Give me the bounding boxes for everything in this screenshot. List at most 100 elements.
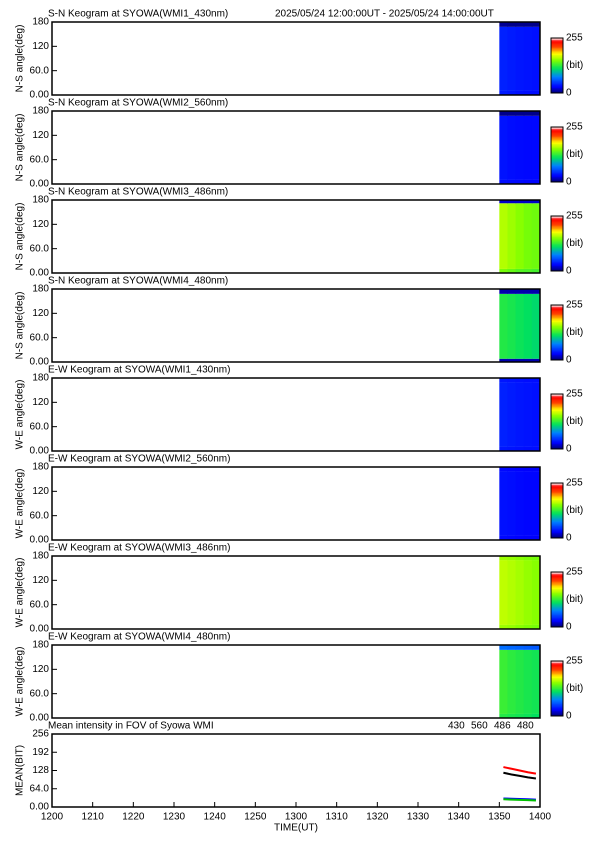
keogram-cell (507, 471, 517, 536)
colorbar-step (551, 678, 563, 681)
colorbar-step (551, 135, 563, 138)
colorbar-step (551, 532, 563, 535)
keogram-cell (515, 446, 525, 451)
colorbar-step (551, 240, 563, 243)
colorbar-step (551, 264, 563, 266)
colorbar-step (551, 616, 563, 618)
y-tick-label: 120 (32, 575, 49, 586)
keogram-cell (515, 560, 525, 625)
colorbar-step (551, 340, 563, 343)
keogram-cell (515, 26, 525, 91)
keogram-cell (515, 378, 525, 383)
colorbar-step (551, 42, 563, 44)
colorbar-step (551, 407, 563, 410)
y-tick-label: 60.0 (30, 243, 50, 254)
keogram-cell (531, 382, 541, 447)
colorbar-step (551, 674, 563, 677)
keogram-cell (499, 358, 508, 362)
colorbar-step (551, 574, 563, 577)
colorbar-tick-label: 255 (566, 211, 583, 222)
y-tick-label: 0.00 (30, 535, 50, 546)
colorbar-step (551, 139, 563, 142)
keogram-cell (523, 471, 533, 536)
y-tick-label: 60.0 (30, 65, 50, 76)
colorbar-step (551, 670, 563, 673)
keogram-cell (499, 649, 508, 714)
colorbar-step (551, 511, 563, 514)
colorbar-step (551, 128, 563, 131)
y-tick-label: 0.00 (30, 802, 50, 813)
colorbar-step (551, 49, 563, 51)
colorbar-step (551, 399, 563, 402)
keogram-cell (499, 26, 508, 91)
keogram-cell (507, 649, 517, 714)
colorbar-step (551, 617, 563, 620)
colorbar-step (551, 350, 563, 353)
colorbar-step (551, 513, 563, 516)
colorbar-step (551, 218, 563, 221)
colorbar-step (551, 53, 563, 55)
colorbar-step (551, 418, 563, 421)
y-tick-label: 0.00 (30, 446, 50, 457)
keogram-cell (499, 645, 508, 650)
colorbar-step (551, 40, 563, 43)
colorbar-step (551, 688, 563, 691)
colorbar-step (551, 68, 563, 71)
colorbar-step (551, 69, 563, 72)
colorbar-step (551, 90, 563, 93)
colorbar-step (551, 711, 563, 714)
colorbar-step (551, 221, 563, 224)
y-tick-label: 128 (32, 765, 49, 776)
colorbar-step (551, 691, 563, 694)
y-axis-label: W-E angle(deg) (15, 647, 26, 717)
colorbar-step (551, 685, 563, 688)
colorbar-step (551, 261, 563, 264)
keogram-cell (531, 289, 541, 294)
keogram-cell (523, 203, 533, 269)
y-tick-label: 0.00 (30, 357, 50, 368)
colorbar-step (551, 166, 563, 169)
colorbar-step (551, 398, 563, 400)
y-axis-label: W-E angle(deg) (15, 558, 26, 628)
colorbar-step (551, 672, 563, 674)
colorbar-tick-label: 255 (566, 656, 583, 667)
y-tick-label: 120 (32, 486, 49, 497)
colorbar-step (551, 265, 563, 268)
plot-frame (51, 21, 541, 96)
colorbar-step (551, 142, 563, 144)
colorbar-step (551, 242, 563, 244)
colorbar-step (551, 266, 563, 269)
keogram-cell (499, 446, 508, 451)
panel-title: E-W Keogram at SYOWA(WMI3_486nm) (48, 543, 230, 554)
colorbar-step (551, 699, 563, 702)
colorbar-step (551, 406, 563, 409)
colorbar-step (551, 131, 563, 133)
keogram-cell (523, 382, 533, 447)
colorbar-step (551, 255, 563, 258)
colorbar-label: (bit) (566, 594, 583, 605)
colorbar-step (551, 155, 563, 158)
colorbar-step (551, 43, 563, 46)
plot-frame (51, 288, 541, 363)
keogram-cell (499, 200, 508, 204)
keogram-cell (507, 446, 517, 451)
y-tick-label: 0.00 (30, 90, 50, 101)
colorbar-step (551, 84, 563, 87)
colorbar-step (551, 613, 563, 616)
colorbar-step (551, 603, 563, 606)
colorbar-step (551, 572, 563, 574)
keogram-cell (523, 111, 533, 116)
colorbar-step (551, 325, 563, 328)
colorbar-step (551, 310, 563, 313)
colorbar-step (551, 622, 563, 625)
colorbar-step (551, 44, 563, 47)
colorbar-step (551, 332, 563, 335)
keogram-cell (507, 203, 517, 269)
colorbar-step (551, 38, 563, 40)
colorbar-tick-label: 0 (566, 355, 572, 366)
colorbar-step (551, 520, 563, 522)
keogram-cell (523, 645, 533, 650)
colorbar-step (551, 327, 563, 329)
colorbar-step (551, 595, 563, 598)
colorbar-step (551, 509, 563, 511)
